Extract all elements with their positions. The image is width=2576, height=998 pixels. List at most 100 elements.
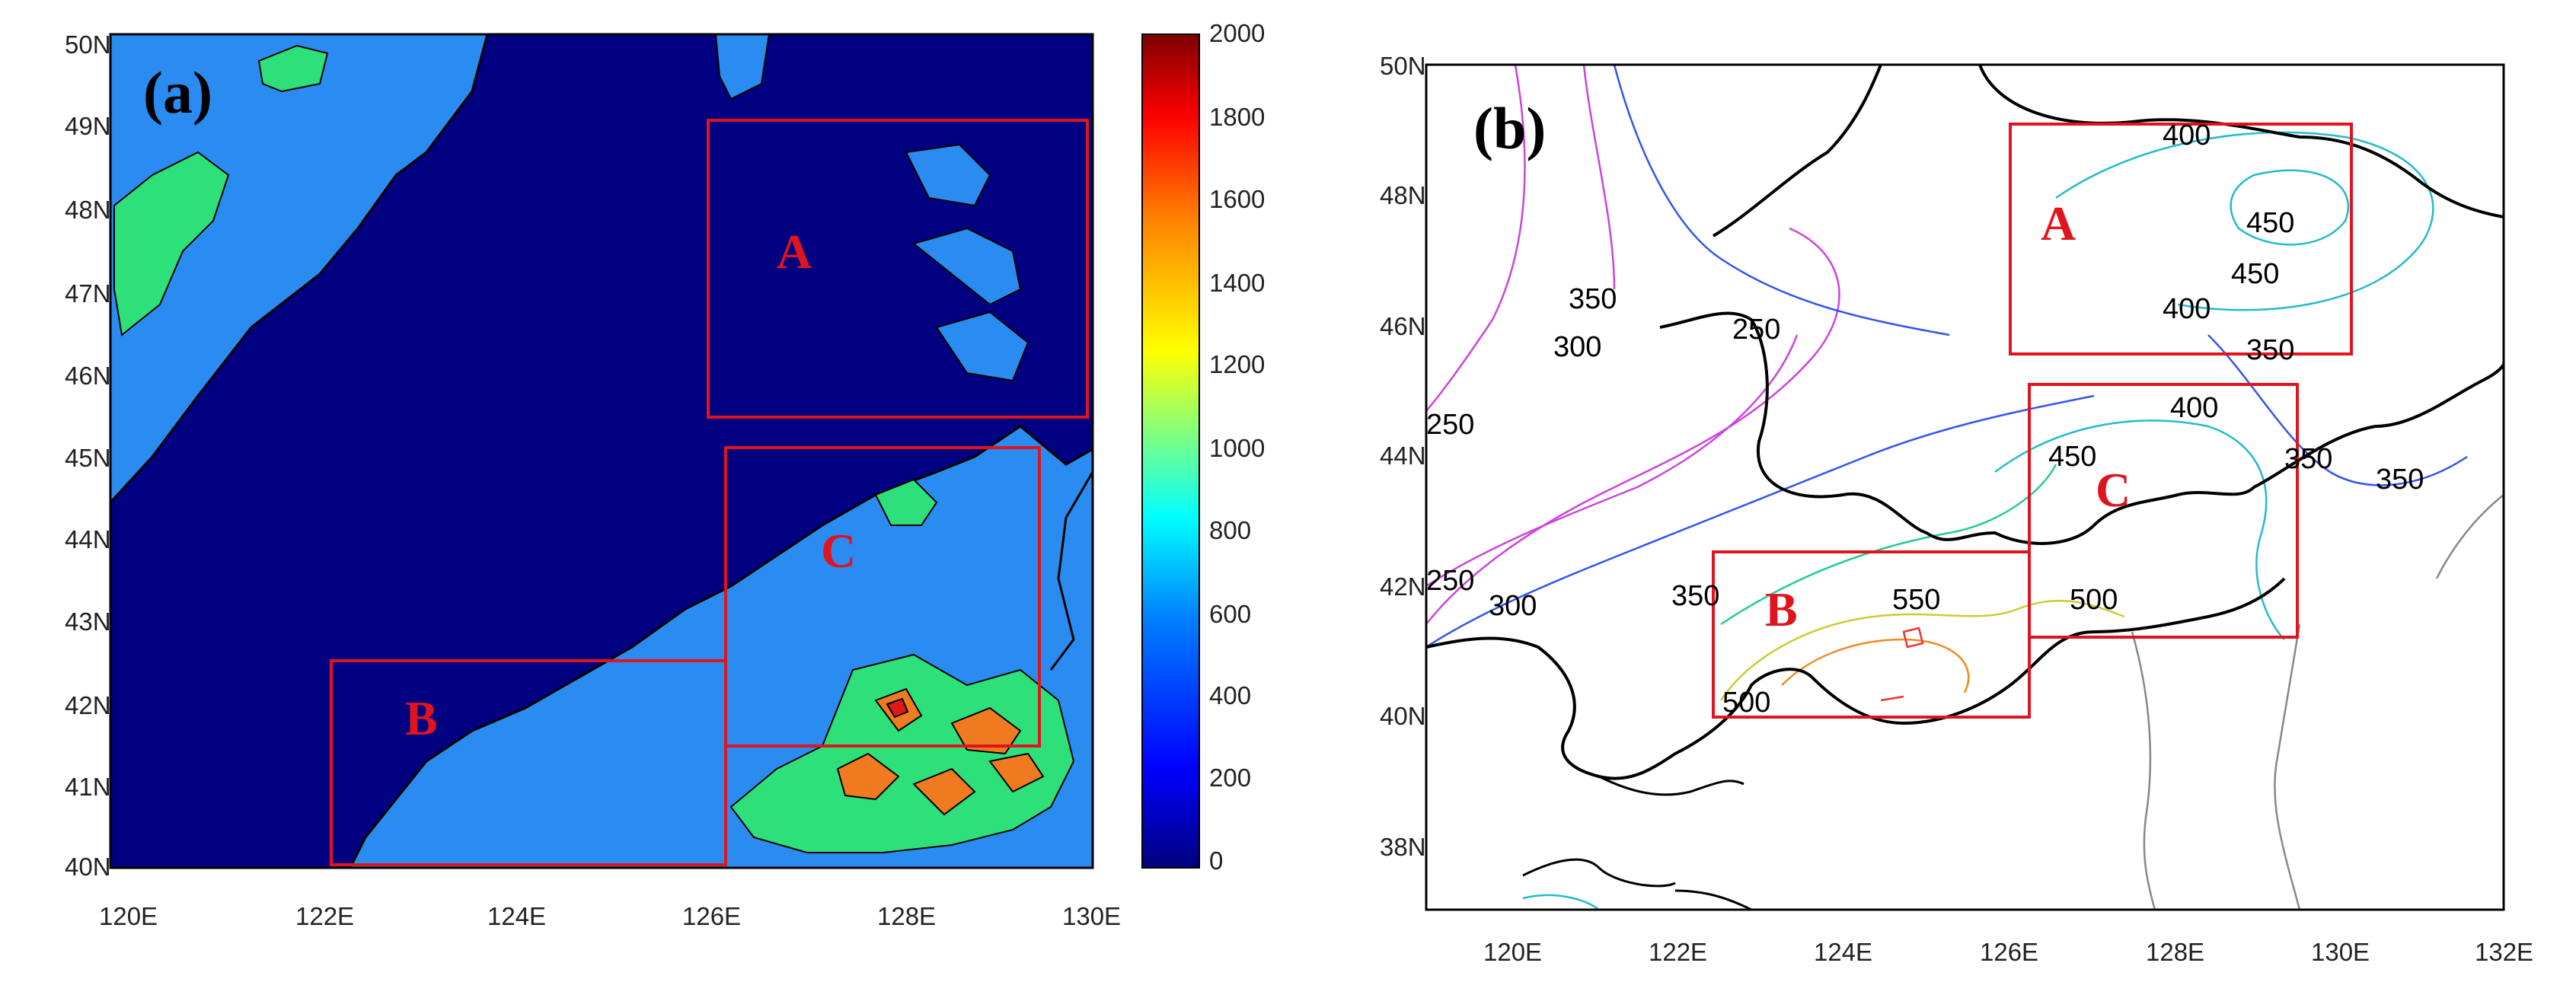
contour-350 (1613, 65, 1950, 336)
contour-350-east (2207, 334, 2468, 486)
lat-tick: 42N (1380, 572, 1426, 601)
terrain-blue-east (905, 143, 1029, 382)
colorbar-tick: 2000 (1209, 19, 1265, 47)
terrain-green-northwest (113, 151, 230, 336)
colorbar-gradient (1141, 33, 1200, 869)
contour-label: 400 (2163, 293, 2211, 325)
contour-550 (1781, 638, 1970, 693)
lon-tick: 124E (1814, 938, 1872, 966)
lat-tick: 40N (65, 853, 111, 881)
contour-250-west (1426, 65, 1526, 412)
lon-tick: 132E (2475, 938, 2533, 966)
lat-tick: 42N (65, 691, 111, 719)
contour-label: 350 (2284, 443, 2332, 475)
lat-tick: 44N (1380, 442, 1426, 470)
terrain-green-southeast (729, 653, 1075, 853)
region-label-b: B (405, 691, 438, 745)
panel-b-lon-axis: 120E 122E 124E 126E 128E 130E 132E (1483, 938, 2533, 966)
lat-tick: 50N (65, 30, 111, 59)
terrain-red-peak (886, 697, 909, 719)
lat-tick: 46N (65, 362, 111, 390)
panel-b-background (1426, 65, 2504, 910)
colorbar-tick: 1800 (1209, 103, 1265, 131)
colorbar-tick: 1000 (1209, 434, 1265, 462)
region-label-b: B (1765, 582, 1798, 636)
panel-a-lon-axis: 120E 122E 124E 126E 128E 130E (99, 902, 1121, 930)
contour-label: 350 (2376, 464, 2424, 496)
colorbar-tick: 200 (1209, 764, 1251, 792)
region-box-b (330, 659, 727, 866)
contour-label: 300 (1553, 331, 1601, 363)
colorbar-tick: 1200 (1209, 350, 1265, 378)
region-label-a: A (2041, 196, 2076, 250)
terrain-blue-top (714, 34, 771, 100)
border-black (1659, 65, 2504, 545)
region-box-c (724, 446, 1041, 748)
contour-label: 300 (1489, 590, 1537, 622)
panel-a-map: A B C (a) (109, 33, 1094, 869)
lat-tick: 49N (65, 112, 111, 140)
contour-300-west (1582, 65, 1616, 290)
contour-label: 400 (2163, 120, 2211, 151)
contour-label: 350 (1569, 283, 1617, 315)
coastline-korea (2131, 494, 2504, 910)
border-black-2 (1978, 65, 2504, 218)
colorbar: 2000 1800 1600 1400 1200 1000 800 600 40… (1141, 19, 1265, 875)
contour-label: 250 (1732, 314, 1780, 346)
colorbar-tick: 600 (1209, 600, 1251, 628)
lon-tick: 128E (877, 902, 936, 930)
terrain-blue-northwest (110, 34, 489, 505)
lon-tick: 122E (295, 902, 354, 930)
region-box-c (2028, 383, 2299, 639)
contour-450 (2230, 169, 2350, 246)
contour-350-south (1426, 394, 2095, 649)
contour-250 (1426, 227, 1840, 625)
terrain-orange-peaks (836, 687, 1045, 816)
contour-label: 500 (1722, 687, 1770, 719)
panel-b-frame (1425, 63, 2505, 911)
lon-tick: 124E (487, 902, 546, 930)
lat-tick: 48N (1380, 181, 1426, 209)
lon-tick: 120E (1483, 938, 1542, 966)
region-label-c: C (821, 524, 856, 578)
lon-tick: 130E (1062, 902, 1121, 930)
region-label-c: C (2096, 463, 2131, 517)
terrain-green-c (874, 478, 938, 526)
lat-tick: 44N (65, 525, 111, 553)
contour-label: 500 (2070, 584, 2118, 616)
contour-label: 250 (1426, 565, 1474, 597)
region-box-a (2009, 123, 2353, 356)
coastline-bohai (1426, 577, 2286, 780)
contour-400 (2055, 131, 2434, 311)
lon-tick: 130E (2311, 938, 2370, 966)
lat-tick: 43N (65, 607, 111, 636)
panel-b-lat-axis: 50N 48N 46N 44N 42N 40N 38N (1380, 52, 1426, 861)
lat-tick: 38N (1380, 833, 1426, 861)
lat-tick: 41N (65, 773, 111, 801)
region-label-a: A (777, 225, 812, 279)
region-box-a (707, 119, 1089, 419)
lon-tick: 128E (2146, 938, 2204, 966)
lat-tick: 50N (1380, 52, 1426, 80)
panel-label-b: (b) (1473, 95, 1546, 161)
lon-tick: 122E (1649, 938, 1707, 966)
panel-b-map: A B C (b) 400 450 450 400 350 350 300 25… (1425, 63, 2505, 911)
contour-cyan-south (1522, 894, 1600, 910)
lon-tick: 126E (682, 902, 741, 930)
colorbar-tick: 1600 (1209, 185, 1265, 213)
lat-tick: 40N (1380, 702, 1426, 730)
contour-label: 400 (2170, 392, 2218, 424)
colorbar-tick: 1400 (1209, 269, 1265, 297)
contour-label: 350 (2246, 334, 2294, 366)
colorbar-tick: 800 (1209, 516, 1251, 544)
contour-600 (1880, 627, 1924, 702)
panel-a-lat-axis: 50N 49N 48N 47N 46N 45N 44N 43N 42N 41N … (65, 30, 111, 881)
contour-label: 550 (1892, 584, 1940, 616)
contour-label: 350 (1671, 580, 1719, 612)
contour-400-c (1994, 419, 2285, 640)
lon-tick: 120E (99, 902, 158, 930)
contour-label: 450 (2246, 207, 2294, 239)
contour-300 (1426, 334, 1799, 588)
colorbar-tick: 400 (1209, 681, 1251, 709)
